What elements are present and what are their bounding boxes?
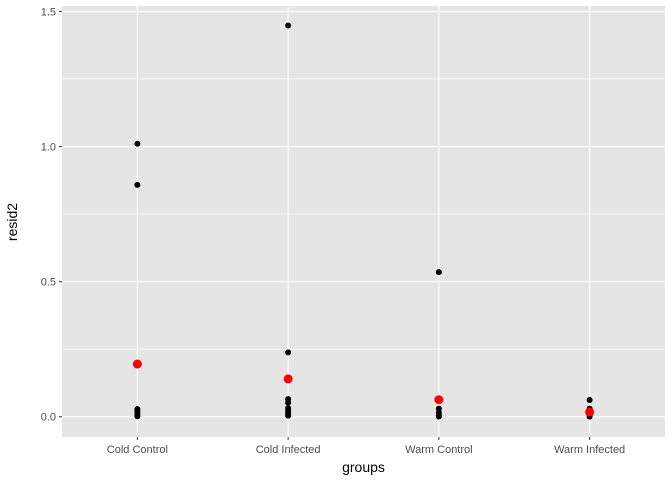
x-axis-title: groups xyxy=(342,459,385,475)
y-tick-label: 1.5 xyxy=(41,6,56,18)
data-point xyxy=(285,412,292,419)
x-tick-label: Cold Control xyxy=(107,444,168,456)
data-point xyxy=(586,396,593,403)
mean-point xyxy=(283,374,293,384)
data-point xyxy=(285,399,292,406)
y-tick-label: 0.5 xyxy=(41,277,56,289)
data-point xyxy=(435,413,442,420)
y-tick-label: 1.0 xyxy=(41,142,56,154)
data-point xyxy=(134,140,141,147)
plot-panel xyxy=(62,6,665,437)
y-axis-title: resid2 xyxy=(4,203,20,241)
grid-lines xyxy=(62,6,665,437)
y-tick-label: 0.0 xyxy=(41,412,56,424)
data-point xyxy=(285,22,292,29)
data-point xyxy=(134,181,141,188)
data-point xyxy=(134,413,141,420)
mean-point xyxy=(585,407,595,417)
mean-point xyxy=(132,359,142,369)
axes: 0.0 0.5 1.0 1.5 Cold Control Cold Infected War… xyxy=(41,6,625,456)
mean-point xyxy=(434,395,444,405)
group-mean-points xyxy=(132,359,595,417)
data-point xyxy=(285,349,292,356)
x-tick-label: Warm Control xyxy=(405,444,472,456)
x-tick-label: Warm Infected xyxy=(554,444,625,456)
x-tick-label: Cold Infected xyxy=(256,444,321,456)
data-point xyxy=(435,269,442,276)
